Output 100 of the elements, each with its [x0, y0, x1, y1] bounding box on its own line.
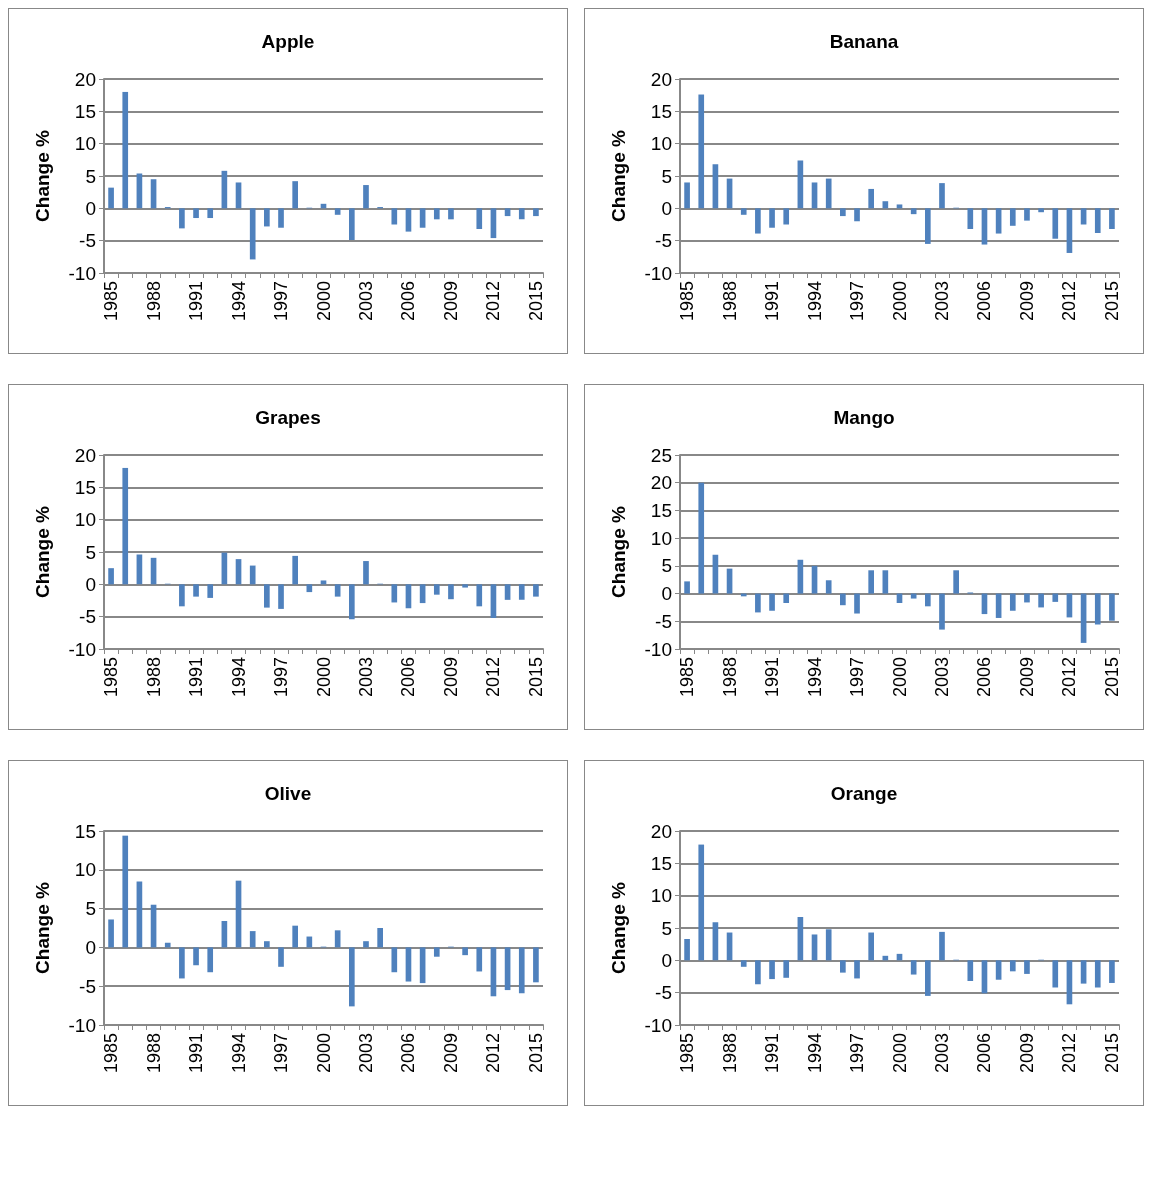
- bar: [306, 584, 313, 593]
- bar: [783, 208, 790, 225]
- bar: [783, 960, 790, 978]
- x-tick-label: 1985: [101, 1033, 122, 1074]
- bar: [518, 947, 525, 994]
- bar: [1052, 593, 1059, 602]
- y-tick-label: -10: [644, 638, 672, 660]
- x-tick-label: 1985: [101, 281, 122, 322]
- y-tick-label: 15: [74, 476, 96, 498]
- x-tick-label: 2012: [483, 657, 504, 698]
- x-tick-label: 2015: [1101, 281, 1122, 322]
- x-tick-label: 1997: [847, 657, 868, 698]
- bar: [684, 581, 690, 594]
- bar: [419, 208, 426, 228]
- bar: [825, 178, 832, 209]
- bar: [448, 584, 454, 600]
- x-tick-label: 1991: [762, 1033, 783, 1074]
- x-tick-label: 2000: [889, 281, 910, 322]
- bar: [292, 181, 299, 209]
- bar: [1024, 960, 1030, 974]
- bar: [1094, 208, 1101, 233]
- bar: [1094, 593, 1101, 625]
- y-tick-label: 5: [85, 165, 96, 187]
- chart-title: Orange: [830, 783, 898, 804]
- bar: [476, 584, 483, 607]
- bar: [1109, 208, 1115, 230]
- x-tick-label: 1985: [677, 657, 698, 698]
- bar: [264, 941, 270, 948]
- x-tick-label: 2003: [931, 657, 952, 698]
- bar: [391, 208, 398, 225]
- y-axis-title: Change %: [32, 881, 53, 974]
- x-tick-label: 2015: [1101, 657, 1122, 698]
- bar: [698, 482, 705, 594]
- bar: [1109, 960, 1115, 983]
- x-tick-label: 2009: [1016, 1033, 1037, 1074]
- bar: [854, 960, 860, 979]
- bar: [769, 593, 775, 611]
- bar: [363, 941, 369, 948]
- bar: [504, 208, 511, 217]
- y-tick-label: -10: [644, 1014, 672, 1036]
- bar: [249, 208, 256, 260]
- y-tick-label: 5: [661, 165, 672, 187]
- y-tick-label: -5: [655, 610, 672, 632]
- bar: [910, 208, 917, 215]
- bar: [533, 947, 539, 983]
- bar: [363, 185, 369, 209]
- bar: [995, 960, 1002, 980]
- x-tick-label: 1991: [186, 281, 207, 322]
- x-tick-label: 2012: [1059, 281, 1080, 322]
- bar: [882, 570, 889, 594]
- y-tick-label: 15: [650, 499, 672, 521]
- x-tick-label: 2015: [525, 281, 546, 322]
- bar: [698, 844, 705, 961]
- bar: [377, 928, 383, 948]
- bar: [1052, 960, 1059, 988]
- bar: [924, 960, 931, 996]
- x-tick-label: 1994: [228, 1033, 249, 1074]
- y-tick-label: 15: [74, 820, 96, 842]
- x-tick-label: 1997: [271, 1033, 292, 1074]
- bar: [249, 565, 256, 585]
- y-tick-label: -5: [655, 230, 672, 252]
- bar: [179, 208, 185, 229]
- bar: [1038, 593, 1044, 608]
- bar: [684, 938, 690, 961]
- bar: [108, 187, 114, 209]
- x-tick-label: 2012: [483, 281, 504, 322]
- bar: [1080, 960, 1087, 984]
- y-tick-label: 20: [650, 68, 672, 90]
- bar: [1009, 593, 1016, 611]
- bar: [122, 835, 129, 948]
- chart-title: Olive: [264, 783, 312, 804]
- bar: [122, 467, 129, 585]
- y-tick-label: 0: [661, 583, 672, 605]
- bar: [533, 584, 539, 597]
- x-tick-label: 1988: [719, 657, 740, 698]
- bar: [348, 208, 355, 241]
- y-axis-title: Change %: [608, 881, 629, 974]
- y-tick-label: 10: [74, 133, 96, 155]
- bar: [249, 931, 256, 948]
- bar: [769, 208, 775, 228]
- bar: [533, 208, 539, 217]
- x-tick-label: 2006: [974, 1033, 995, 1074]
- bar: [854, 593, 860, 614]
- x-tick-label: 1994: [804, 281, 825, 322]
- chart-title: Mango: [833, 407, 895, 428]
- y-tick-label: 15: [74, 100, 96, 122]
- bar: [504, 584, 511, 600]
- x-tick-label: 2009: [440, 657, 461, 698]
- bar: [207, 947, 214, 973]
- x-tick-label: 1988: [143, 657, 164, 698]
- bar: [405, 947, 412, 982]
- bar: [334, 584, 341, 597]
- bar: [1109, 593, 1115, 621]
- y-axis-title: Change %: [608, 505, 629, 598]
- bar: [868, 570, 875, 594]
- x-tick-label: 1988: [719, 1033, 740, 1074]
- bar: [476, 947, 483, 972]
- bar: [476, 208, 483, 230]
- y-tick-label: 10: [74, 509, 96, 531]
- bar: [207, 584, 214, 598]
